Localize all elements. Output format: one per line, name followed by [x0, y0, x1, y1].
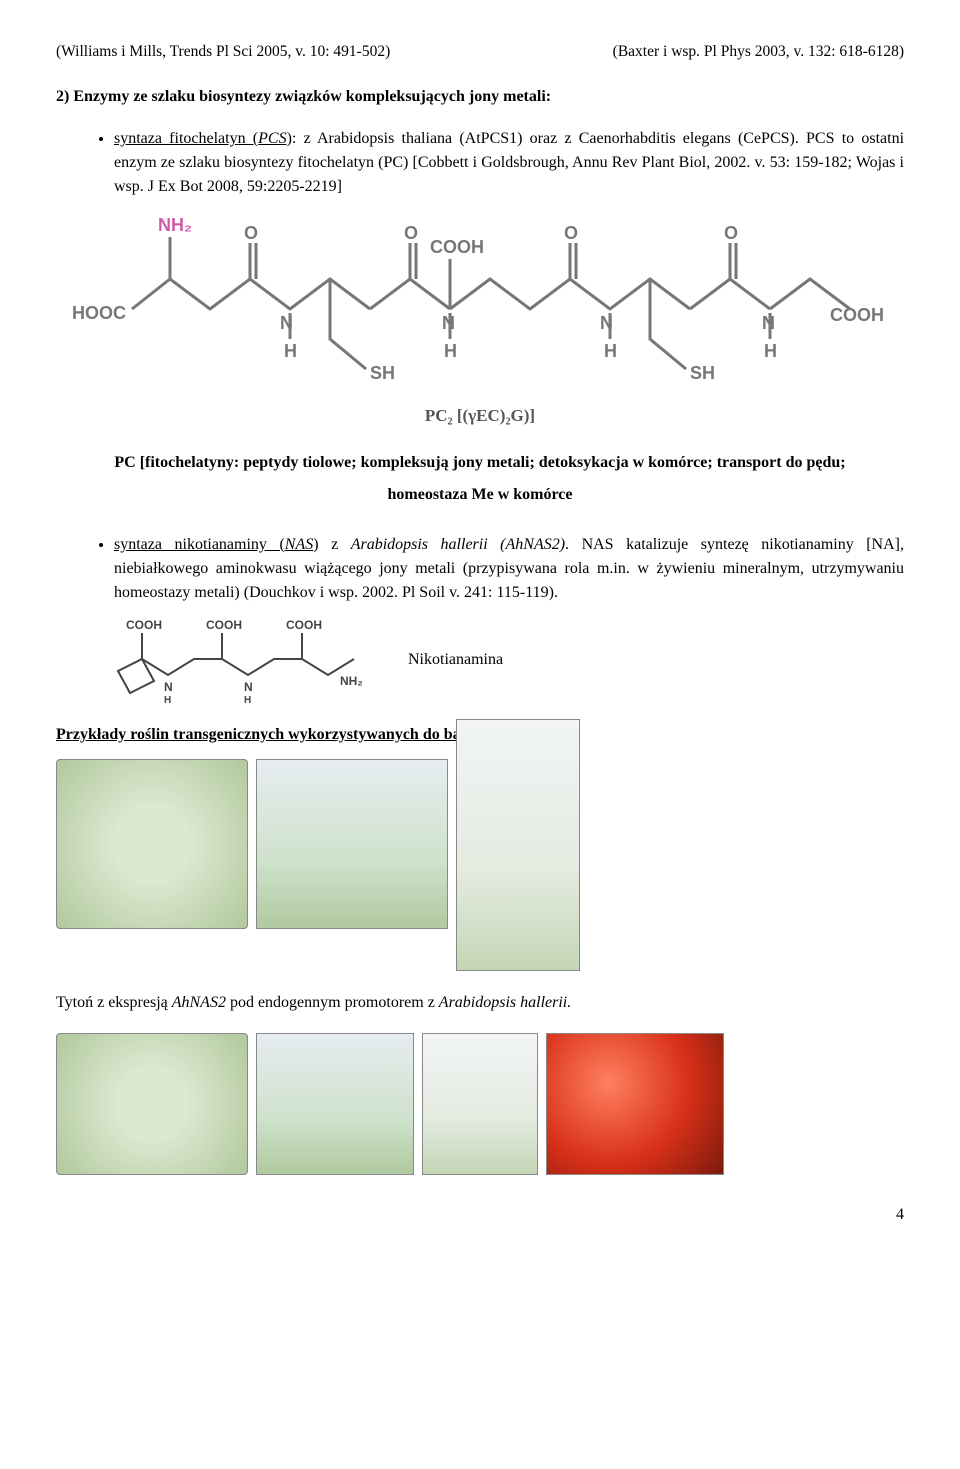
- svg-text:COOH: COOH: [206, 618, 242, 632]
- petri-dish-image-2: [56, 1033, 248, 1175]
- svg-text:H: H: [164, 695, 171, 705]
- svg-text:O: O: [564, 223, 578, 243]
- svg-text:COOH: COOH: [830, 305, 884, 325]
- ref-right: (Baxter i wsp. Pl Phys 2003, v. 132: 618…: [613, 40, 904, 63]
- page-number: 4: [56, 1203, 904, 1227]
- svg-text:O: O: [724, 223, 738, 243]
- svg-text:SH: SH: [690, 363, 715, 383]
- svg-text:H: H: [244, 695, 251, 705]
- svg-text:N: N: [164, 680, 173, 694]
- bullet-nas: syntaza nikotianaminy (NAS) z Arabidopsi…: [114, 533, 904, 605]
- tomato-plant-image: [422, 1033, 538, 1175]
- svg-text:H: H: [284, 341, 297, 361]
- svg-text:H: H: [604, 341, 617, 361]
- svg-text:COOH: COOH: [430, 237, 484, 257]
- svg-text:SH: SH: [370, 363, 395, 383]
- svg-text:H: H: [764, 341, 777, 361]
- svg-text:COOH: COOH: [286, 618, 322, 632]
- ref-left: (Williams i Mills, Trends Pl Sci 2005, v…: [56, 40, 390, 63]
- jar-plant-image-2: [256, 1033, 414, 1175]
- nicotianamine-structure-diagram: COOH COOH COOH N N H H NH₂: [108, 615, 368, 705]
- svg-text:COOH: COOH: [126, 618, 162, 632]
- svg-text:H: H: [444, 341, 457, 361]
- petri-dish-image: [56, 759, 248, 929]
- plant-images-row-1: [56, 759, 904, 971]
- svg-text:N: N: [244, 680, 253, 694]
- pc-description-box: PC [fitochelatyny: peptydy tiolowe; komp…: [56, 447, 904, 511]
- svg-text:NH₂: NH₂: [340, 674, 363, 688]
- caption-tobacco: Tytoń z ekspresją AhNAS2 pod endogennym …: [56, 991, 904, 1015]
- svg-text:O: O: [404, 223, 418, 243]
- svg-text:HOOC: HOOC: [72, 303, 126, 323]
- pc2-structure-diagram: NH₂ HOOC O N H SH O COOH N H O N H SH O …: [70, 209, 890, 399]
- nicotianamine-label: Nikotianamina: [408, 648, 503, 672]
- jar-plant-image: [256, 759, 448, 929]
- plant-images-row-2: [56, 1033, 904, 1175]
- tomato-fruit-image: [546, 1033, 724, 1175]
- bullet-pcs: syntaza fitochelatyn (PCS): z Arabidopsi…: [114, 127, 904, 199]
- tall-plant-image: [456, 719, 580, 971]
- svg-text:O: O: [244, 223, 258, 243]
- svg-text:NH₂: NH₂: [158, 215, 192, 235]
- pc2-formula-label: PC₂ [(γEC)₂G)]: [56, 403, 904, 429]
- section-title: 2) Enzymy ze szlaku biosyntezy związków …: [56, 85, 904, 109]
